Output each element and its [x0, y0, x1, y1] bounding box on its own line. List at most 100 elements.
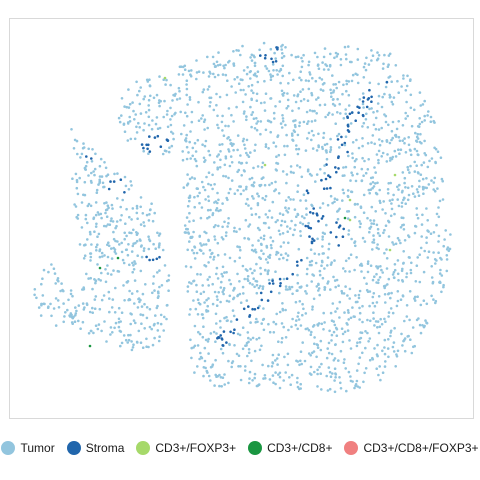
tumor-point: [89, 252, 92, 255]
tumor-point: [281, 170, 285, 173]
tumor-point: [87, 277, 90, 280]
tumor-point: [310, 373, 313, 376]
stroma-point: [385, 80, 389, 84]
tumor-point: [383, 352, 387, 356]
tumor-point: [281, 114, 284, 117]
tumor-point: [335, 278, 339, 282]
tumor-point: [152, 96, 156, 100]
tumor-point: [189, 308, 192, 311]
tumor-point: [186, 248, 189, 252]
tumor-point: [142, 97, 145, 101]
tumor-point: [392, 193, 395, 197]
tumor-point: [249, 56, 252, 59]
tumor-point: [432, 251, 435, 254]
tumor-point: [208, 96, 211, 100]
tumor-point: [57, 279, 60, 283]
tumor-point: [171, 99, 174, 102]
cd3-cd8-point: [88, 344, 92, 348]
tumor-point: [286, 288, 290, 291]
tumor-point: [137, 297, 140, 301]
tumor-point: [325, 223, 328, 227]
tumor-point: [241, 347, 245, 351]
tumor-point: [104, 268, 107, 271]
tumor-point: [329, 148, 333, 151]
tumor-point: [50, 263, 53, 266]
tumor-point: [344, 165, 348, 169]
tumor-point: [147, 247, 151, 251]
tumor-point: [303, 216, 306, 220]
tumor-point: [333, 323, 337, 327]
tumor-point: [341, 332, 345, 336]
tumor-point: [114, 226, 117, 230]
tumor-point: [199, 273, 202, 276]
tumor-point: [148, 239, 152, 243]
tumor-point: [423, 119, 427, 122]
tumor-point: [184, 231, 188, 234]
tumor-point: [135, 211, 139, 215]
tumor-point: [224, 175, 228, 178]
tumor-point: [96, 327, 100, 331]
tumor-point: [404, 117, 408, 120]
tumor-point: [367, 63, 371, 66]
tumor-point: [333, 357, 337, 360]
tumor-point: [329, 311, 333, 315]
tumor-point: [363, 62, 367, 65]
tumor-point: [395, 127, 399, 131]
tumor-point: [392, 271, 396, 274]
tumor-point: [216, 64, 220, 67]
tumor-point: [135, 80, 138, 84]
tumor-point: [98, 175, 102, 178]
tumor-point: [199, 249, 203, 252]
tumor-point: [301, 222, 305, 226]
tumor-point: [250, 59, 254, 62]
tumor-point: [129, 137, 133, 141]
tumor-point: [216, 277, 220, 280]
tumor-point: [166, 125, 170, 129]
tumor-point: [289, 165, 293, 168]
tumor-point: [269, 120, 273, 124]
tumor-point: [113, 250, 117, 253]
tumor-point: [390, 80, 394, 83]
tumor-point: [277, 340, 280, 344]
tumor-point: [404, 186, 407, 189]
tumor-point: [328, 329, 331, 333]
tumor-point: [143, 327, 146, 330]
tumor-point: [371, 186, 374, 190]
tumor-point: [300, 78, 303, 82]
tumor-point: [375, 192, 379, 196]
tumor-point: [334, 285, 338, 289]
tumor-point: [338, 207, 341, 211]
tumor-point: [256, 226, 260, 230]
tumor-point: [158, 285, 161, 289]
tumor-point: [193, 246, 197, 249]
tumor-point: [177, 73, 181, 76]
tumor-point: [89, 255, 93, 259]
tumor-point: [120, 97, 124, 100]
tumor-point: [412, 192, 415, 195]
tumor-point: [353, 203, 357, 206]
tumor-point: [222, 64, 225, 68]
tumor-point: [170, 144, 174, 148]
tumor-point: [384, 85, 388, 89]
tumor-point: [104, 280, 108, 284]
tumor-point: [361, 102, 365, 106]
tumor-point: [372, 222, 376, 225]
tumor-point: [342, 361, 346, 365]
tumor-point: [318, 365, 321, 369]
tumor-point: [390, 291, 393, 295]
tumor-point: [301, 60, 304, 63]
tumor-point: [367, 158, 371, 161]
tumor-point: [254, 250, 258, 254]
tumor-point: [440, 274, 444, 277]
tumor-point: [258, 228, 261, 232]
tumor-point: [150, 202, 153, 205]
tumor-point: [133, 302, 136, 305]
tumor-point: [94, 295, 98, 298]
tumor-point: [336, 134, 339, 138]
tumor-point: [390, 100, 394, 104]
tumor-point: [368, 227, 372, 230]
tumor-point: [384, 120, 388, 124]
tumor-point: [286, 211, 290, 214]
tumor-point: [74, 205, 78, 208]
tumor-point: [237, 168, 241, 172]
